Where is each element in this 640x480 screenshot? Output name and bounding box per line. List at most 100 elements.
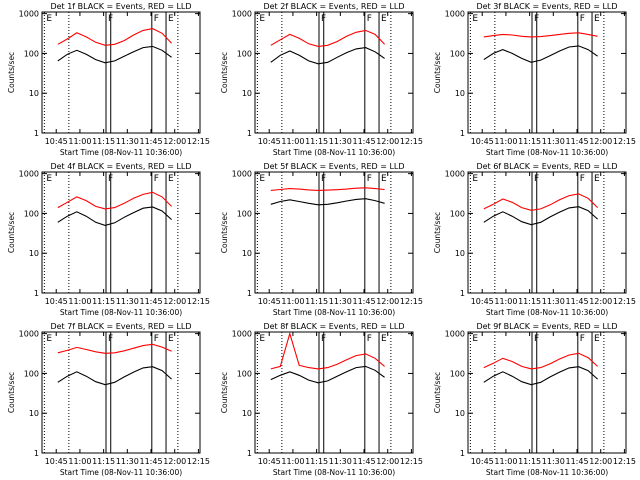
marker-label: E bbox=[594, 334, 600, 344]
x-tick-label: 11:45 bbox=[352, 137, 375, 146]
y-tick-label: 1 bbox=[34, 129, 39, 138]
plot-frame bbox=[467, 171, 627, 294]
series-line-lld bbox=[483, 32, 598, 38]
y-axis-label: Counts/sec bbox=[220, 212, 229, 253]
y-tick-label: 1 bbox=[247, 289, 252, 298]
chart-panel-6: Det 6f BLACK = Events, RED = LLD 10:45 11:… bbox=[433, 162, 636, 317]
marker-label: F bbox=[367, 334, 372, 344]
x-tick-label: 11:15 bbox=[518, 457, 541, 466]
x-tick-label: 11:45 bbox=[565, 457, 588, 466]
y-tick-label: 100 bbox=[24, 49, 39, 58]
x-tick-label: 11:00 bbox=[68, 297, 91, 306]
x-tick-label: 10:45 bbox=[45, 137, 68, 146]
y-tick-label: 10 bbox=[242, 249, 252, 258]
marker-label: E bbox=[594, 14, 600, 24]
x-tick-label: 12:15 bbox=[400, 137, 423, 146]
x-tick-label: 11:00 bbox=[281, 137, 304, 146]
x-tick-label: 12:00 bbox=[376, 137, 399, 146]
y-tick-label: 10 bbox=[455, 409, 465, 418]
x-tick-label: 11:00 bbox=[281, 297, 304, 306]
x-tick-label: 11:45 bbox=[139, 297, 162, 306]
x-tick-label: 10:45 bbox=[258, 297, 281, 306]
x-tick-label: 10:45 bbox=[471, 137, 494, 146]
y-tick-label: 1000 bbox=[445, 10, 465, 19]
series-line-events bbox=[57, 206, 172, 226]
y-tick-label: 100 bbox=[237, 369, 252, 378]
y-tick-label: 1 bbox=[34, 289, 39, 298]
marker-label: E bbox=[381, 174, 387, 184]
series-line-lld bbox=[57, 343, 172, 354]
x-tick-label: 12:00 bbox=[589, 137, 612, 146]
x-tick-label: 10:45 bbox=[45, 297, 68, 306]
marker-label: E bbox=[472, 174, 478, 184]
marker-label: E bbox=[168, 174, 174, 184]
x-tick-label: 12:15 bbox=[613, 137, 636, 146]
marker-label: E bbox=[168, 14, 174, 24]
series-line-lld bbox=[57, 28, 172, 46]
x-tick-label: 11:30 bbox=[329, 297, 352, 306]
marker-label: E bbox=[46, 334, 52, 344]
x-tick-label: 12:15 bbox=[187, 137, 210, 146]
x-tick-label: 11:15 bbox=[518, 137, 541, 146]
series-line-lld bbox=[483, 193, 598, 211]
chart-title: Det 3f BLACK = Events, RED = LLD bbox=[476, 2, 617, 11]
chart-title: Det 5f BLACK = Events, RED = LLD bbox=[263, 162, 404, 171]
marker-label: F bbox=[367, 174, 372, 184]
x-tick-label: 11:00 bbox=[494, 137, 517, 146]
marker-label: F bbox=[154, 174, 159, 184]
x-tick-label: 10:45 bbox=[471, 457, 494, 466]
y-tick-label: 1000 bbox=[19, 170, 39, 179]
y-tick-label: 1 bbox=[460, 129, 465, 138]
series-line-events bbox=[270, 47, 385, 65]
marker-label: E bbox=[381, 334, 387, 344]
x-axis-label: Start Time (08-Nov-11 10:36:00) bbox=[273, 308, 395, 317]
marker-label: E bbox=[168, 334, 174, 344]
series-line-events bbox=[483, 206, 598, 226]
y-axis-label: Counts/sec bbox=[433, 372, 442, 413]
marker-label: E bbox=[594, 174, 600, 184]
x-axis-label: Start Time (08-Nov-11 10:36:00) bbox=[273, 468, 395, 477]
x-tick-label: 11:45 bbox=[139, 457, 162, 466]
series-line-lld bbox=[270, 29, 385, 47]
x-tick-label: 12:15 bbox=[613, 297, 636, 306]
x-tick-label: 12:00 bbox=[163, 297, 186, 306]
series-line-events bbox=[57, 45, 172, 64]
plot-frame bbox=[41, 11, 201, 134]
x-tick-label: 12:15 bbox=[400, 457, 423, 466]
y-axis-label: Counts/sec bbox=[7, 212, 16, 253]
y-tick-label: 10 bbox=[455, 89, 465, 98]
series-line-events bbox=[483, 45, 598, 63]
x-tick-label: 10:45 bbox=[471, 297, 494, 306]
y-axis-label: Counts/sec bbox=[7, 372, 16, 413]
y-tick-label: 10 bbox=[29, 249, 39, 258]
x-tick-label: 12:00 bbox=[163, 137, 186, 146]
series-line-lld bbox=[483, 352, 598, 370]
marker-label: E bbox=[259, 334, 265, 344]
plot-frame bbox=[41, 331, 201, 454]
marker-label: F bbox=[580, 14, 585, 24]
x-axis-label: Start Time (08-Nov-11 10:36:00) bbox=[486, 308, 608, 317]
y-tick-label: 10 bbox=[242, 409, 252, 418]
chart-title: Det 9f BLACK = Events, RED = LLD bbox=[476, 322, 617, 331]
x-tick-label: 12:00 bbox=[376, 457, 399, 466]
x-tick-label: 12:15 bbox=[187, 457, 210, 466]
y-tick-label: 1 bbox=[460, 289, 465, 298]
x-tick-label: 11:45 bbox=[565, 297, 588, 306]
y-axis-label: Counts/sec bbox=[7, 52, 16, 93]
x-tick-label: 11:15 bbox=[92, 297, 115, 306]
x-tick-label: 11:15 bbox=[305, 137, 328, 146]
chart-title: Det 4f BLACK = Events, RED = LLD bbox=[50, 162, 191, 171]
x-tick-label: 10:45 bbox=[45, 457, 68, 466]
x-axis-label: Start Time (08-Nov-11 10:36:00) bbox=[60, 308, 182, 317]
y-axis-label: Counts/sec bbox=[433, 212, 442, 253]
chart-title: Det 6f BLACK = Events, RED = LLD bbox=[476, 162, 617, 171]
y-tick-label: 1000 bbox=[19, 10, 39, 19]
x-axis-label: Start Time (08-Nov-11 10:36:00) bbox=[60, 468, 182, 477]
chart-panel-9: Det 9f BLACK = Events, RED = LLD 10:45 11:… bbox=[433, 322, 636, 477]
x-tick-label: 11:30 bbox=[542, 297, 565, 306]
